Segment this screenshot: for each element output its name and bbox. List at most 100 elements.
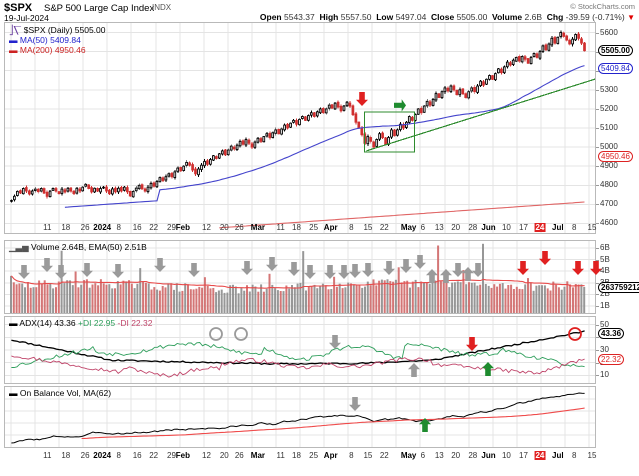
axis-tick-mark: [596, 166, 599, 168]
price-legend-ma200: ▬ MA(200) 4950.46: [9, 45, 86, 55]
x-axis-label: 16: [132, 223, 142, 232]
x-axis-label: 25: [309, 223, 319, 232]
open-value: 5543.37: [284, 12, 315, 22]
adx-panel[interactable]: ▬ ADX(14) 43.36 +DI 22.95 -DI 22.32: [4, 316, 596, 384]
x-axis-label: 26: [80, 451, 90, 460]
x-axis-label: 18: [61, 223, 71, 232]
obv-panel[interactable]: ▬ On Balance Vol, MA(62): [4, 386, 596, 448]
chart-header: $SPX S&P 500 Large Cap Index INDX 19-Jul…: [0, 0, 639, 23]
x-axis-label: 8: [349, 451, 354, 460]
x-axis-top: 11 18 26 2024 8 16 22 29 Feb 12 20 26 Mar 11 18 25 Apr 8 1…: [0, 222, 639, 234]
x-axis-label: 13: [434, 451, 444, 460]
x-axis-label: Apr: [323, 451, 338, 460]
x-axis-label: 15: [363, 223, 373, 232]
axis-tick-label: 4700: [600, 199, 618, 209]
chg-down-icon: ▼: [627, 13, 635, 22]
x-axis-label: Apr: [323, 223, 338, 232]
axis-tick-mark: [596, 147, 599, 149]
volume-label: Volume: [492, 12, 523, 22]
close-value: 5505.00: [456, 12, 488, 22]
x-axis-label: 26: [80, 223, 90, 232]
ma50-swatch-icon: ▬: [9, 35, 18, 45]
axis-tick-mark: [596, 375, 599, 377]
axis-tick-mark: [596, 306, 599, 308]
x-axis-label: 15: [587, 223, 597, 232]
price-tag-label: 2637592128: [598, 281, 639, 293]
x-axis-label: 28: [468, 223, 478, 232]
pdi-legend-text: +DI 22.95: [78, 318, 116, 328]
price-legend-main: ⎦⎲ $SPX (Daily) 5505.00: [9, 25, 106, 36]
x-axis-label: May: [400, 223, 417, 232]
symbol-description: S&P 500 Large Cap Index: [44, 3, 155, 14]
adx-plot-area[interactable]: [5, 317, 595, 383]
axis-tick-label: 10: [600, 370, 609, 380]
volume-plot-area[interactable]: [5, 241, 595, 313]
x-axis-label: 26: [234, 223, 244, 232]
x-axis-label: 25: [309, 451, 319, 460]
x-axis-label: Mar: [250, 451, 266, 460]
axis-tick-mark: [596, 223, 599, 225]
obv-legend: ▬ On Balance Vol, MA(62): [9, 388, 111, 398]
volume-panel[interactable]: ▁▃▅ Volume 2.64B, EMA(50) 2.51B: [4, 240, 596, 314]
high-label: High: [319, 12, 339, 22]
x-axis-label: 20: [219, 451, 229, 460]
x-axis-label: 8: [571, 451, 577, 460]
axis-tick-mark: [596, 108, 599, 110]
x-axis-label: 26: [234, 451, 244, 460]
x-axis-label: Jun: [481, 223, 496, 232]
x-axis-label: 20: [451, 223, 461, 232]
x-axis-label: Jun: [481, 451, 496, 460]
axis-tick-label: 4B: [600, 266, 610, 276]
low-label: Low: [376, 12, 394, 22]
adx-legend-text: ADX(14) 43.36: [19, 318, 76, 328]
x-axis-label: 8: [571, 223, 577, 232]
quote-date: 19-Jul-2024: [4, 13, 49, 23]
price-tag-label: 43.36: [598, 327, 625, 339]
axis-tick-label: 5600: [600, 27, 618, 37]
axis-tick-label: 5B: [600, 254, 610, 264]
axis-tick-mark: [596, 32, 599, 34]
x-axis-label: Feb: [175, 451, 191, 460]
axis-tick-label: 5000: [600, 142, 618, 152]
obv-plot-area[interactable]: [5, 387, 595, 447]
axis-tick-label: 6B: [600, 242, 610, 252]
price-legend-ma50: ▬ MA(50) 5409.84: [9, 35, 81, 45]
axis-tick-mark: [596, 185, 599, 187]
symbol-ticker[interactable]: $SPX: [4, 2, 33, 14]
axis-tick-label: 5200: [600, 103, 618, 113]
axis-tick-label: 2B: [600, 289, 610, 299]
x-axis-label: 29: [167, 223, 176, 232]
axis-tick-mark: [596, 294, 599, 296]
x-axis-label: 22: [149, 223, 159, 232]
x-axis-label: 18: [61, 451, 71, 460]
x-axis-label: 6: [420, 451, 426, 460]
x-axis-label: 11: [43, 451, 52, 460]
axis-tick-mark: [596, 89, 599, 91]
x-axis-label: 24: [534, 223, 546, 232]
price-panel[interactable]: ⎦⎲ $SPX (Daily) 5505.00 ▬ MA(50) 5409.84…: [4, 22, 596, 234]
chg-label: Chg: [546, 12, 564, 22]
x-axis-label: 2024: [93, 223, 112, 232]
high-value: 5557.50: [340, 12, 372, 22]
x-axis-label: 2024: [93, 451, 112, 460]
x-axis-label: 12: [202, 223, 211, 232]
x-axis-label: 22: [149, 451, 159, 460]
x-axis-label: 20: [451, 451, 461, 460]
axis-tick-mark: [596, 337, 599, 339]
x-axis-label: 13: [434, 223, 444, 232]
price-plot-area[interactable]: [5, 23, 595, 233]
ohlc-summary: Open 5543.37 High 5557.50 Low 5497.04 Cl…: [260, 12, 635, 22]
axis-tick-mark: [596, 51, 599, 53]
low-value: 5497.04: [395, 12, 427, 22]
axis-tick-mark: [596, 204, 599, 206]
x-axis-label: Jul: [552, 223, 564, 232]
price-legend-text: $SPX (Daily) 5505.00: [23, 25, 106, 35]
price-tag-label: 5409.84: [598, 63, 633, 75]
axis-tick-mark: [596, 324, 599, 326]
axis-tick-mark: [596, 259, 599, 261]
mdi-legend-text: -DI 22.32: [117, 318, 153, 328]
axis-tick-mark: [596, 350, 599, 351]
x-axis-label: 28: [468, 451, 478, 460]
obv-swatch-icon: ▬: [9, 388, 18, 398]
